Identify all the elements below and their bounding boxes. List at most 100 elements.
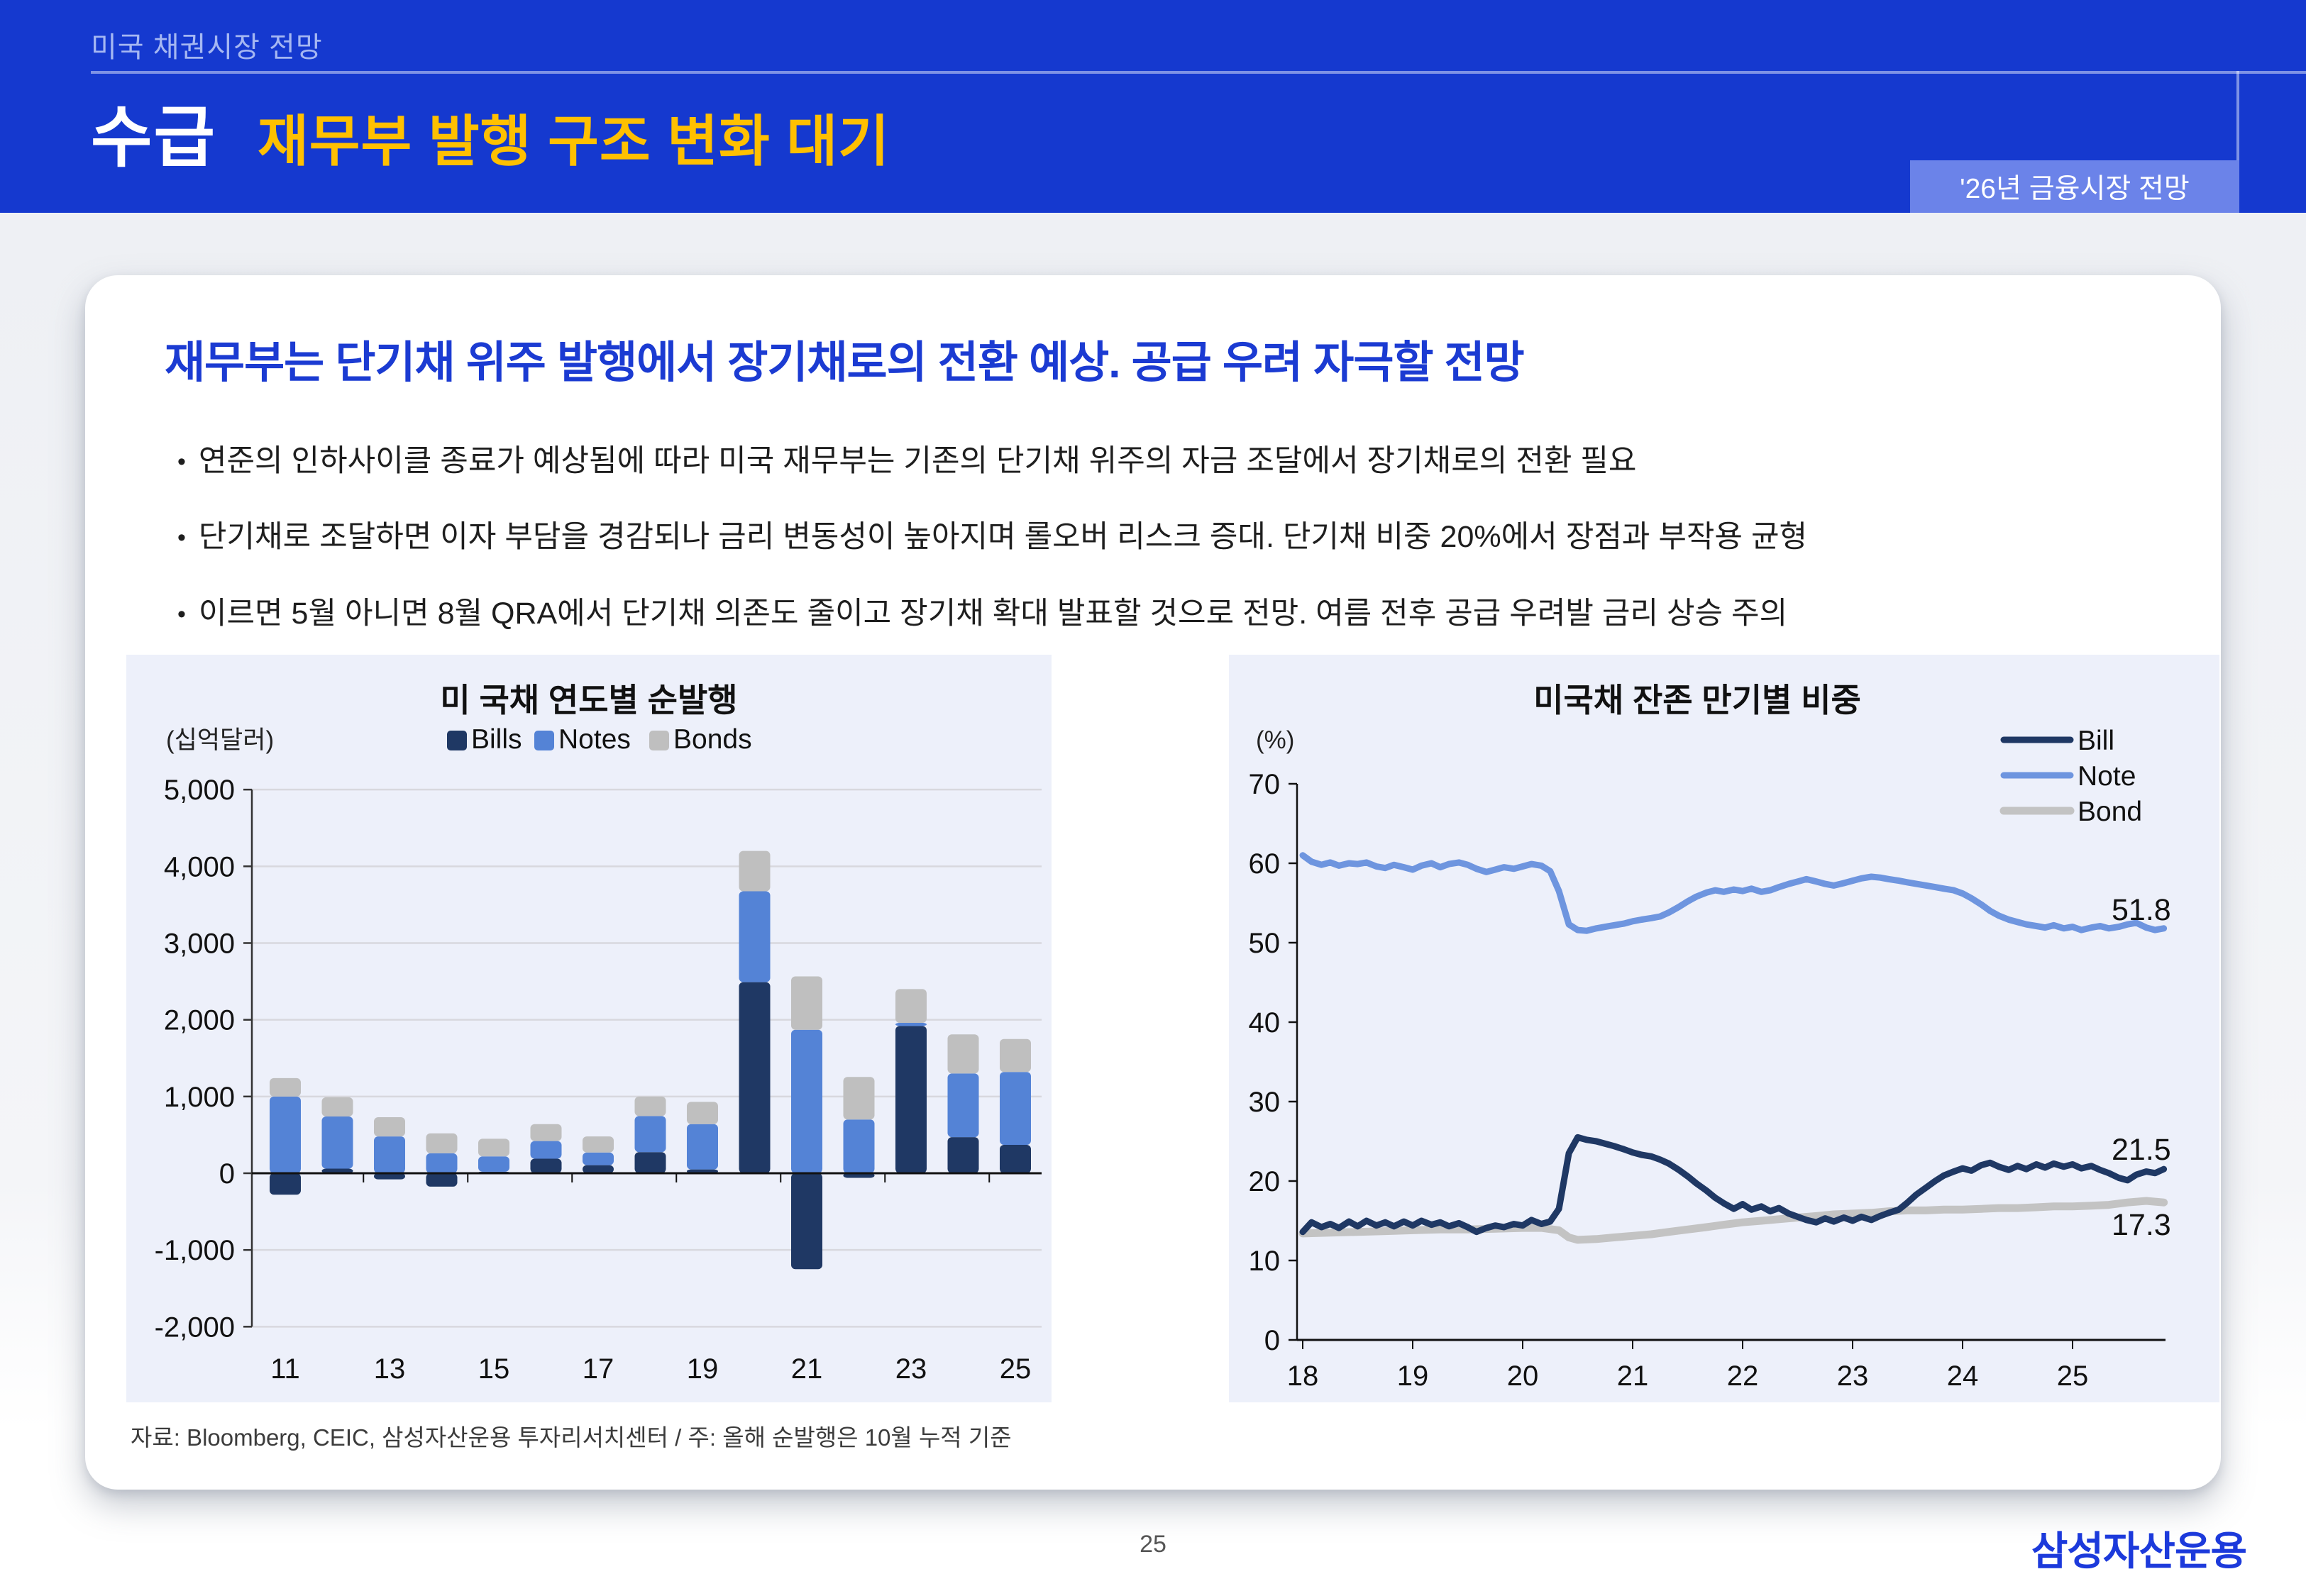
bullet-text: 이르면 5월 아니면 8월 QRA에서 단기채 의존도 줄이고 장기채 확대 발… bbox=[198, 596, 1788, 631]
header: 미국 채권시장 전망 수급 재무부 발행 구조 변화 대기 '26년 금융시장 … bbox=[0, 0, 2306, 213]
bar-segment-bills-24 bbox=[947, 1137, 979, 1173]
bar-segment-bills-20 bbox=[739, 982, 771, 1173]
source-note: 자료: Bloomberg, CEIC, 삼성자산운용 투자리서치센터 / 주:… bbox=[131, 1424, 1012, 1451]
bar-segment-bonds-14 bbox=[426, 1133, 458, 1153]
card-headline: 재무부는 단기채 위주 발행에서 장기채로의 전환 예상. 공급 우려 자극할 … bbox=[165, 338, 1525, 387]
bar-segment-notes-16 bbox=[530, 1141, 562, 1159]
bar-segment-bills-18 bbox=[634, 1152, 666, 1173]
end-label-bond: 17.3 bbox=[2112, 1208, 2171, 1242]
bar-segment-notes-19 bbox=[687, 1124, 718, 1170]
bar-segment-bonds-16 bbox=[530, 1124, 562, 1141]
bar-segment-bonds-24 bbox=[947, 1034, 979, 1074]
bar-segment-notes-24 bbox=[947, 1073, 979, 1138]
bar-segment-bonds-17 bbox=[583, 1136, 614, 1153]
legend-swatch-bonds bbox=[649, 731, 669, 750]
x-tick-label: 23 bbox=[895, 1353, 927, 1385]
title-row: 수급 재무부 발행 구조 변화 대기 bbox=[91, 84, 890, 180]
bar-segment-bills-22 bbox=[843, 1173, 875, 1178]
line-chart-unit: (%) bbox=[1256, 726, 1294, 754]
x-tick-label: 23 bbox=[1837, 1361, 1869, 1392]
series-line-note bbox=[1299, 852, 2168, 934]
bullet-item: • 단기채로 조달하면 이자 부담을 경감되나 금리 변동성이 높아지며 롤오버… bbox=[177, 520, 1807, 555]
section-label: 수급 bbox=[91, 100, 216, 174]
y-tick-label: 10 bbox=[1249, 1246, 1281, 1277]
legend-label: Notes bbox=[558, 724, 631, 755]
y-tick-label: 60 bbox=[1249, 848, 1281, 880]
bar-segment-bonds-19 bbox=[687, 1102, 718, 1124]
x-tick-label: 20 bbox=[1507, 1361, 1539, 1392]
line-chart-title: 미국채 잔존 만기별 비중 bbox=[1533, 682, 1861, 719]
legend-label: Bonds bbox=[673, 724, 752, 755]
x-tick-label: 11 bbox=[270, 1353, 300, 1385]
bar-segment-bills-13 bbox=[374, 1173, 405, 1180]
legend-label: Bond bbox=[2078, 797, 2142, 827]
bar-segment-bills-23 bbox=[895, 1026, 927, 1173]
bar-segment-bonds-25 bbox=[1000, 1038, 1031, 1073]
bar-segment-notes-17 bbox=[583, 1152, 614, 1165]
bullet-marker: • bbox=[177, 600, 186, 628]
bar-segment-bonds-11 bbox=[270, 1077, 301, 1097]
bar-segment-notes-21 bbox=[791, 1029, 822, 1173]
bar-segment-bonds-20 bbox=[739, 850, 771, 892]
end-label-note: 51.8 bbox=[2112, 893, 2171, 927]
bar-segment-bills-21 bbox=[791, 1173, 822, 1270]
x-tick-label: 17 bbox=[583, 1353, 614, 1385]
y-tick-label: 1,000 bbox=[164, 1082, 235, 1113]
legend-label: Note bbox=[2078, 761, 2136, 792]
bar-segment-notes-13 bbox=[374, 1136, 405, 1173]
end-label-bill: 21.5 bbox=[2112, 1133, 2171, 1167]
y-tick-label: 50 bbox=[1249, 928, 1281, 959]
bar-segment-notes-20 bbox=[739, 891, 771, 982]
y-tick-label: 20 bbox=[1249, 1166, 1281, 1197]
y-tick-label: -2,000 bbox=[155, 1312, 235, 1343]
maturity-share-chart: 미국채 잔존 만기별 비중 (%) Bill Note Bond 0 10 20 30 40 50 6… bbox=[1229, 655, 2219, 1402]
bar-segment-notes-11 bbox=[270, 1096, 301, 1173]
bullet-marker: • bbox=[177, 524, 186, 552]
bar-segment-bills-12 bbox=[321, 1168, 353, 1173]
bar-segment-notes-25 bbox=[1000, 1072, 1031, 1145]
bar-segment-bonds-13 bbox=[374, 1117, 405, 1137]
y-tick-label: 4,000 bbox=[164, 851, 235, 882]
bullet-marker: • bbox=[177, 448, 186, 475]
bar-segment-notes-18 bbox=[634, 1116, 666, 1153]
header-rule bbox=[91, 71, 2306, 74]
bar-segment-bills-11 bbox=[270, 1173, 301, 1195]
x-tick-label: 22 bbox=[1727, 1361, 1759, 1392]
bar-segment-bills-25 bbox=[1000, 1144, 1031, 1173]
x-tick-label: 24 bbox=[1947, 1361, 1979, 1392]
bar-segment-notes-12 bbox=[321, 1116, 353, 1169]
y-tick-label: 0 bbox=[1264, 1325, 1280, 1356]
bar-segment-notes-22 bbox=[843, 1119, 875, 1173]
bar-segment-bonds-23 bbox=[895, 989, 927, 1023]
x-tick-label: 25 bbox=[1000, 1353, 1032, 1385]
y-tick-label: 30 bbox=[1249, 1087, 1281, 1118]
net-issuance-chart: 미 국채 연도별 순발행 (십억달러) Bills Notes Bonds -2,000 -… bbox=[126, 655, 1052, 1402]
y-tick-label: 2,000 bbox=[164, 1005, 235, 1036]
bar-segment-bonds-21 bbox=[791, 976, 822, 1030]
header-frame-line bbox=[2236, 71, 2239, 163]
bar-segment-bills-17 bbox=[583, 1165, 614, 1173]
legend-swatch-bills bbox=[447, 731, 467, 750]
bar-segment-bonds-18 bbox=[634, 1096, 666, 1116]
bar-segment-bills-16 bbox=[530, 1158, 562, 1173]
x-tick-label: 18 bbox=[1287, 1361, 1319, 1392]
y-tick-label: 40 bbox=[1249, 1007, 1281, 1038]
bar-segment-notes-15 bbox=[478, 1156, 509, 1172]
bullet-list: • 연준의 인하사이클 종료가 예상됨에 따라 미국 재무부는 기존의 단기채 … bbox=[177, 444, 1807, 672]
x-tick-label: 15 bbox=[478, 1353, 510, 1385]
header-eyebrow: 미국 채권시장 전망 bbox=[91, 32, 323, 63]
bar-chart-title: 미 국채 연도별 순발행 bbox=[440, 682, 737, 719]
company-logo: 삼성자산운용 bbox=[2031, 1529, 2247, 1573]
y-tick-label: 3,000 bbox=[164, 928, 235, 959]
bar-segment-notes-23 bbox=[895, 1022, 927, 1026]
x-tick-label: 19 bbox=[687, 1353, 719, 1385]
y-tick-label: 5,000 bbox=[164, 775, 235, 806]
bullet-text: 연준의 인하사이클 종료가 예상됨에 따라 미국 재무부는 기존의 단기채 위주… bbox=[198, 444, 1637, 478]
x-tick-label: 21 bbox=[791, 1353, 823, 1385]
bar-segment-bonds-12 bbox=[321, 1097, 353, 1116]
legend-swatch-notes bbox=[534, 731, 554, 750]
series-line-bill bbox=[1299, 1134, 2168, 1236]
bullet-item: • 연준의 인하사이클 종료가 예상됨에 따라 미국 재무부는 기존의 단기채 … bbox=[177, 444, 1807, 479]
y-tick-label: 0 bbox=[219, 1158, 235, 1190]
